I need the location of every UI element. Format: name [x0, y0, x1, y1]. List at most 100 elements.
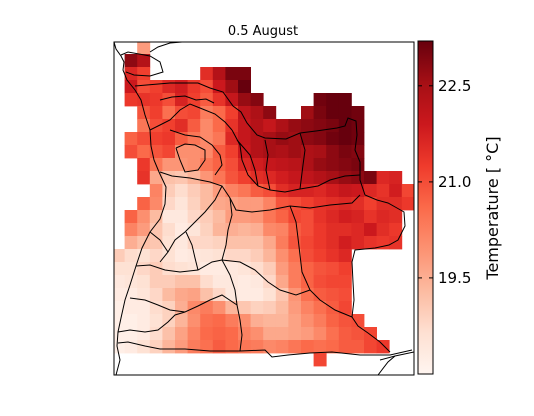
heatmap-cell: [263, 184, 277, 198]
heatmap-cell: [187, 236, 201, 250]
heatmap-cell: [149, 93, 163, 107]
heatmap-cell: [200, 132, 214, 146]
heatmap-cell: [389, 210, 403, 224]
heatmap-cell: [288, 262, 302, 276]
heatmap-cell: [124, 327, 138, 341]
heatmap-cell: [288, 145, 302, 159]
heatmap-cell: [313, 132, 327, 146]
heatmap-cell: [225, 236, 239, 250]
heatmap-cell: [364, 223, 377, 237]
heatmap-cell: [313, 145, 327, 159]
heatmap-cell: [326, 93, 340, 107]
heatmap-cell: [200, 327, 214, 341]
northern-coast-border: [149, 42, 183, 53]
heatmap-cell: [187, 184, 201, 198]
heatmap-cell: [313, 119, 327, 133]
province-border-12: [135, 259, 311, 296]
heatmap-cell: [175, 171, 188, 185]
heatmap-cell: [250, 262, 264, 276]
heatmap-cell: [124, 93, 138, 107]
heatmap-cell: [326, 262, 340, 276]
heatmap-cell: [263, 340, 277, 354]
heatmap-cell: [250, 288, 264, 302]
heatmap-cell: [212, 288, 226, 302]
heatmap-cell: [250, 106, 264, 120]
heatmap-cell: [225, 145, 239, 159]
heatmap-cell: [162, 275, 176, 289]
colorbar: [417, 40, 434, 375]
heatmap-cell: [313, 223, 327, 237]
heatmap-cell: [275, 275, 289, 289]
heatmap-cell: [301, 184, 314, 198]
heatmap-cell: [187, 80, 201, 94]
heatmap-cell: [326, 184, 340, 198]
province-border-9: [159, 185, 223, 263]
heatmap-cell: [212, 119, 226, 133]
heatmap-cell: [187, 288, 201, 302]
heatmap-cell: [238, 288, 251, 302]
heatmap-cell: [389, 197, 403, 211]
heatmap-cell: [351, 327, 365, 341]
heatmap-cell: [200, 119, 214, 133]
heatmap-cell: [364, 210, 377, 224]
heatmap-cell: [238, 275, 251, 289]
heatmap-cell: [263, 119, 277, 133]
heatmap-cell: [187, 119, 201, 133]
heatmap-cell: [124, 54, 138, 68]
heatmap-cell: [149, 171, 163, 185]
heatmap-cell: [212, 132, 226, 146]
heatmap-cell: [301, 327, 314, 341]
heatmap-cell: [351, 132, 365, 146]
heatmap-cell: [124, 223, 138, 237]
heatmap-cell: [288, 223, 302, 237]
heatmap-cell: [175, 223, 188, 237]
heatmap-cell: [275, 262, 289, 276]
heatmap-cell: [338, 236, 352, 250]
heatmap-cell: [401, 197, 414, 211]
heatmap-cell: [175, 262, 188, 276]
heatmap-cell: [200, 210, 214, 224]
heatmap-cell: [175, 93, 188, 107]
heatmap-cell: [301, 119, 314, 133]
map-borders: [114, 42, 414, 375]
heatmap-cell: [200, 301, 214, 315]
heatmap-cell: [338, 145, 352, 159]
heatmap-cell: [238, 119, 251, 133]
heatmap-cell: [200, 184, 214, 198]
heatmap-cell: [175, 184, 188, 198]
neighbor-border-se: [377, 355, 396, 375]
heatmap-cell: [212, 236, 226, 250]
heatmap-cell: [137, 327, 151, 341]
heatmap-cell: [225, 80, 239, 94]
heatmap-cell: [301, 249, 314, 263]
heatmap-cell: [200, 262, 214, 276]
heatmap-cell: [162, 93, 176, 107]
heatmap-cell: [200, 249, 214, 263]
heatmap-cell: [124, 249, 138, 263]
heatmap-cell: [326, 223, 340, 237]
heatmap-cell: [137, 42, 151, 55]
heatmap-cell: [301, 223, 314, 237]
heatmap-cell: [351, 158, 365, 172]
heatmap-cell: [137, 54, 151, 68]
heatmap-cell: [225, 262, 239, 276]
province-border-14: [149, 231, 169, 253]
heatmap-cell: [114, 288, 125, 302]
heatmap-cell: [149, 106, 163, 120]
province-border-16: [117, 311, 186, 333]
cabinda-border: [120, 51, 164, 77]
heatmap-cell: [263, 236, 277, 250]
heatmap-cell: [114, 301, 125, 315]
heatmap-cell: [376, 197, 390, 211]
heatmap-cell: [338, 288, 352, 302]
heatmap-cell: [288, 197, 302, 211]
heatmap-cell: [238, 236, 251, 250]
heatmap-cell: [263, 314, 277, 328]
heatmap-cell: [376, 210, 390, 224]
heatmap-cell: [162, 145, 176, 159]
heatmap-cell: [301, 210, 314, 224]
heatmap-cell: [124, 314, 138, 328]
colorbar-ticks: 22.5 21.0 19.5: [418, 77, 471, 287]
heatmap-cell: [301, 145, 314, 159]
heatmap-cell: [225, 340, 239, 354]
